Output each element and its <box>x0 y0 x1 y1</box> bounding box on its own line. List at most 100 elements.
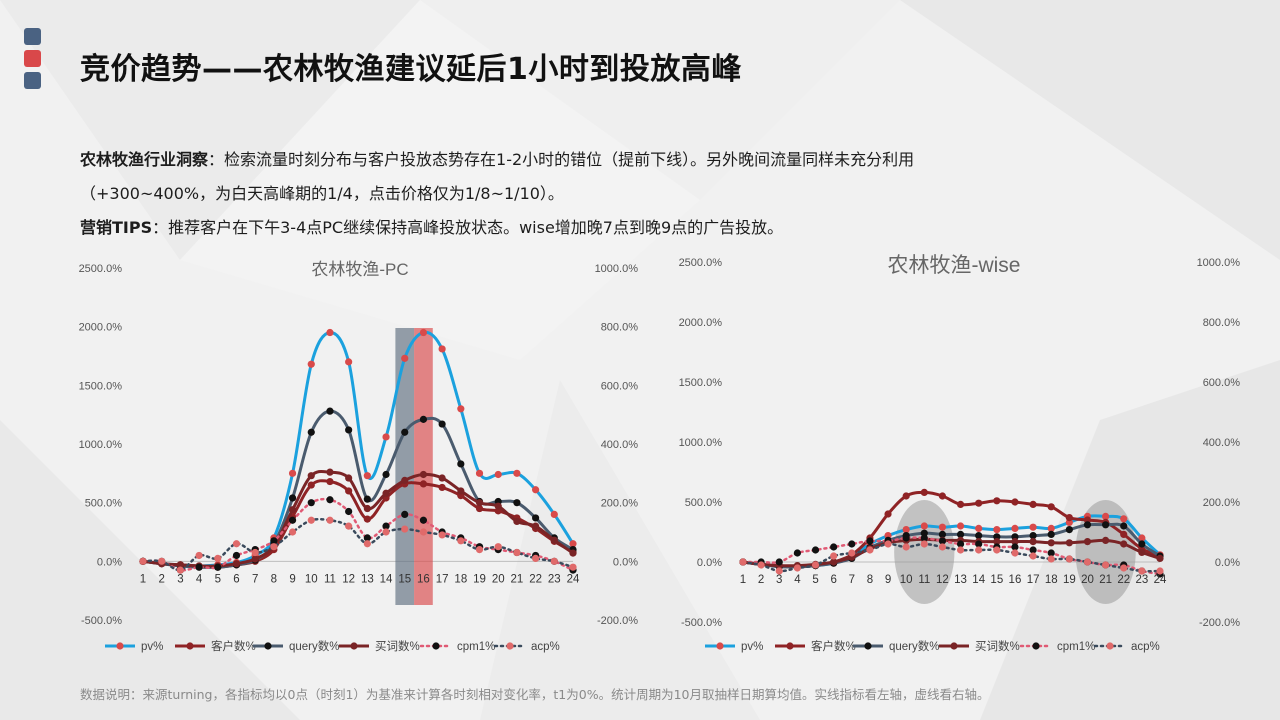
data-point <box>1102 561 1110 569</box>
data-point <box>307 499 315 507</box>
data-point <box>902 492 910 500</box>
data-point <box>884 540 892 548</box>
data-point <box>902 543 910 551</box>
y-right-tick: 800.0% <box>1203 317 1241 329</box>
x-tick: 14 <box>972 574 985 586</box>
legend-label: pv% <box>141 641 163 653</box>
x-tick: 23 <box>548 573 561 585</box>
data-point <box>550 536 558 544</box>
data-point <box>288 506 297 514</box>
x-tick: 16 <box>1009 574 1022 586</box>
x-tick: 8 <box>867 574 873 586</box>
insight-line-2: （+300~400%，为白天高峰期的1/4，点击价格仅为1/8~1/10）。 <box>80 177 1230 211</box>
data-point <box>1120 522 1128 530</box>
data-point <box>195 551 203 560</box>
series-line <box>142 409 574 569</box>
data-point <box>345 474 353 482</box>
data-point <box>1083 521 1092 529</box>
y-right-tick: -200.0% <box>1199 617 1240 629</box>
legend-label: cpm1% <box>457 641 495 653</box>
data-point <box>866 537 874 545</box>
y-left-tick: 0.0% <box>697 557 722 569</box>
data-point <box>401 428 409 436</box>
tips-line: 营销TIPS：推荐客户在下午3-4点PC继续保持高峰投放状态。wise增加晚7点… <box>80 211 1230 245</box>
data-point <box>1138 534 1146 542</box>
y-left-tick: 2500.0% <box>79 263 123 275</box>
data-point <box>345 487 353 495</box>
legend-label: acp% <box>531 641 560 653</box>
x-tick: 24 <box>1154 574 1167 586</box>
data-point <box>326 468 334 476</box>
x-tick: 13 <box>954 574 967 586</box>
data-point <box>363 504 371 513</box>
x-tick: 15 <box>990 574 1003 586</box>
data-point <box>956 546 965 554</box>
deco-square-mid <box>24 50 41 67</box>
chart-title: 农林牧渔-PC <box>311 260 408 279</box>
data-point <box>1102 536 1110 544</box>
data-point <box>288 528 297 536</box>
legend-label: 客户数% <box>211 639 256 653</box>
highlight-bar-gray <box>395 328 415 605</box>
data-point <box>993 538 1001 546</box>
data-point <box>438 474 446 482</box>
x-tick: 21 <box>1099 574 1112 586</box>
data-point <box>513 517 521 526</box>
data-point <box>382 528 390 536</box>
data-point <box>1065 526 1073 534</box>
page-title: 竞价趋势——农林牧渔建议延后1小时到投放高峰 <box>80 52 742 87</box>
data-point <box>307 516 315 524</box>
data-point <box>345 358 353 366</box>
series-line <box>142 330 575 568</box>
legend-marker <box>786 642 794 650</box>
data-point <box>494 543 502 551</box>
y-left-tick: 1500.0% <box>679 377 723 389</box>
data-point <box>938 523 947 531</box>
data-point <box>326 328 334 337</box>
data-point <box>830 543 838 551</box>
data-point <box>214 554 222 562</box>
data-point <box>1047 524 1055 532</box>
data-point <box>902 534 910 542</box>
y-left-tick: 1500.0% <box>79 380 123 392</box>
data-point <box>363 540 371 548</box>
data-point <box>956 522 965 530</box>
data-point <box>326 407 334 415</box>
x-tick: 1 <box>140 573 146 585</box>
data-point <box>251 548 259 557</box>
data-point <box>1029 500 1037 508</box>
data-point <box>232 560 241 568</box>
data-point <box>1047 539 1055 547</box>
data-point <box>1138 540 1146 548</box>
x-tick: 13 <box>361 573 374 585</box>
data-point <box>1120 530 1128 538</box>
x-tick: 9 <box>289 573 295 585</box>
y-left-tick: 2000.0% <box>79 322 123 334</box>
data-point <box>419 528 428 536</box>
y-left-tick: 0.0% <box>97 556 122 568</box>
legend-label: 买词数% <box>375 639 420 653</box>
data-point <box>139 557 147 565</box>
y-right-tick: -200.0% <box>597 615 638 627</box>
chart-title: 农林牧渔-wise <box>887 254 1020 277</box>
x-tick: 6 <box>233 573 239 585</box>
data-point <box>902 526 910 534</box>
insight-block: 农林牧渔行业洞察：检索流量时刻分布与客户投放态势存在1-2小时的错位（提前下线）… <box>80 143 1230 245</box>
data-point <box>1156 567 1164 575</box>
data-point <box>956 530 965 538</box>
legend-marker <box>506 642 514 650</box>
data-point <box>513 548 521 557</box>
data-point <box>419 328 428 337</box>
y-right-tick: 1000.0% <box>1197 257 1241 269</box>
data-point <box>513 469 521 477</box>
y-left-tick: 1000.0% <box>679 437 723 449</box>
insight-line-1: 农林牧渔行业洞察：检索流量时刻分布与客户投放态势存在1-2小时的错位（提前下线）… <box>80 143 1230 177</box>
data-point <box>938 543 947 551</box>
data-point <box>1047 503 1055 511</box>
data-point <box>475 469 484 477</box>
legend-marker <box>264 642 272 650</box>
x-tick: 20 <box>492 573 505 585</box>
data-point <box>1011 498 1019 506</box>
data-point <box>1047 555 1055 563</box>
y-right-tick: 0.0% <box>613 556 638 568</box>
